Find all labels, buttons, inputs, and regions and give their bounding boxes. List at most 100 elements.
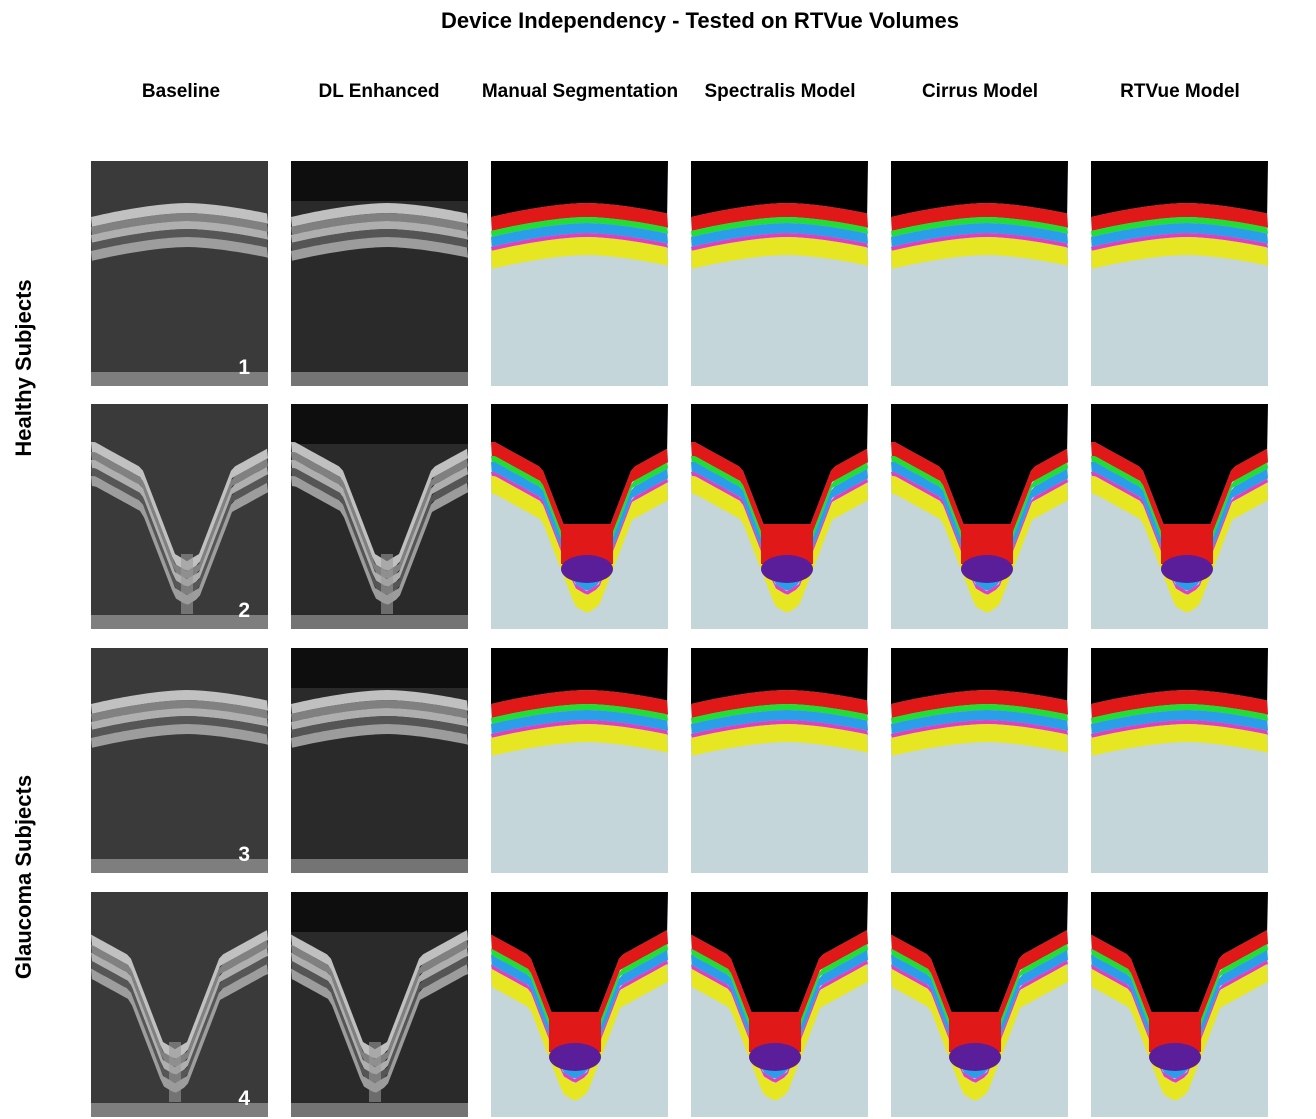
oct-retinal-band [91,940,268,1067]
rnfl-layer [1091,442,1268,575]
blue-layer [491,462,668,591]
panel-dl-enhanced-row-3 [291,648,468,873]
segmentation-vitreous [491,161,668,217]
magenta-layer [491,233,668,251]
oct-retinal-band [91,237,268,261]
panel-rtvue-model-row-2 [1091,404,1268,629]
panel-manual-segmentation-row-4 [491,892,668,1117]
oct-retinal-band [291,940,468,1067]
blue-layer [691,223,868,247]
green-layer [1091,217,1268,237]
yellow-layer [691,237,868,269]
panel-image [491,648,668,873]
blue-layer [1091,462,1268,591]
segmentation-vitreous [491,648,668,704]
oct-retinal-band [91,948,268,1075]
green-layer [1091,456,1268,581]
panel-image [1091,892,1268,1117]
segmentation-vitreous [691,892,868,1050]
panel-baseline-row-2: 2 [91,404,268,629]
blue-layer [691,950,868,1079]
oct-bottom-edge [91,859,268,873]
oct-retinal-band [91,724,268,748]
panel-rtvue-model-row-1 [1091,161,1268,386]
oct-retinal-band [91,476,268,605]
blue-layer [1091,710,1268,734]
oct-retinal-band [91,460,268,587]
oct-bottom-edge [91,1103,268,1117]
oct-retinal-band [91,452,268,579]
oct-retinal-band [91,203,268,227]
panel-image [91,161,268,386]
blue-layer [491,950,668,1079]
row-group-label-glaucoma: Glaucoma Subjects [11,774,36,980]
panel-image [91,648,268,873]
blue-layer [491,710,668,734]
magenta-layer [891,960,1068,1083]
oct-bottom-edge [291,1103,468,1117]
oct-retinal-band [291,708,468,730]
panel-manual-segmentation-row-1 [491,161,668,386]
panel-baseline-row-4: 4 [91,892,268,1117]
oct-retinal-band [91,221,268,243]
segmentation-vitreous [491,892,668,1050]
panel-image [891,648,1068,873]
panel-image [691,892,868,1117]
green-layer [1091,944,1268,1069]
panel-dl-enhanced-row-4 [291,892,468,1117]
oct-retinal-band [291,229,468,251]
oct-retinal-band [91,708,268,730]
oct-retinal-band [291,468,468,595]
yellow-layer [891,964,1068,1101]
oct-retinal-band [91,716,268,738]
oct-retinal-band [291,442,468,571]
panel-image [291,648,468,873]
panel-baseline-row-1: 1 [91,161,268,386]
oct-background [91,648,268,873]
oct-retinal-band [91,213,268,235]
yellow-layer [891,476,1068,613]
yellow-layer [691,724,868,756]
magenta-layer [1091,233,1268,251]
green-layer [491,944,668,1069]
column-header-baseline: Baseline [141,81,221,102]
green-layer [891,217,1068,237]
blue-layer [891,950,1068,1079]
oct-bottom-edge [291,372,468,386]
panel-image [1091,161,1268,386]
yellow-layer [691,964,868,1101]
green-layer [691,704,868,724]
column-header-dl-enhanced: DL Enhanced [318,81,440,102]
lamina-region [1149,1043,1201,1071]
row-group-label-healthy: Healthy Subjects [11,279,36,457]
magenta-layer [891,720,1068,738]
oct-retinal-band [291,221,468,243]
panel-cirrus-model-row-1 [891,161,1068,386]
segmentation-vitreous [891,648,1068,704]
yellow-layer [491,724,668,756]
oct-vitreous [291,404,468,444]
segmentation-vitreous [691,648,868,704]
oct-retinal-band [291,476,468,605]
column-header-rtvue-model: RTVue Model [1120,81,1240,102]
magenta-layer [491,720,668,738]
green-layer [491,704,668,724]
oct-retinal-band [291,237,468,261]
oct-bottom-edge [91,615,268,629]
green-layer [891,704,1068,724]
lamina-region [561,555,613,583]
oct-vitreous [291,648,468,688]
panel-image [91,892,268,1117]
panel-image [291,892,468,1117]
yellow-layer [491,476,668,613]
magenta-layer [891,233,1068,251]
magenta-layer [691,720,868,738]
oct-retinal-band [291,213,468,235]
panel-manual-segmentation-row-3 [491,648,668,873]
rnfl-layer [1091,203,1268,231]
oct-retinal-band [291,460,468,587]
blue-layer [491,223,668,247]
figure-title: Device Independency - Tested on RTVue Vo… [441,8,959,33]
segmentation-vitreous [1091,404,1268,562]
oct-vitreous [291,161,468,201]
